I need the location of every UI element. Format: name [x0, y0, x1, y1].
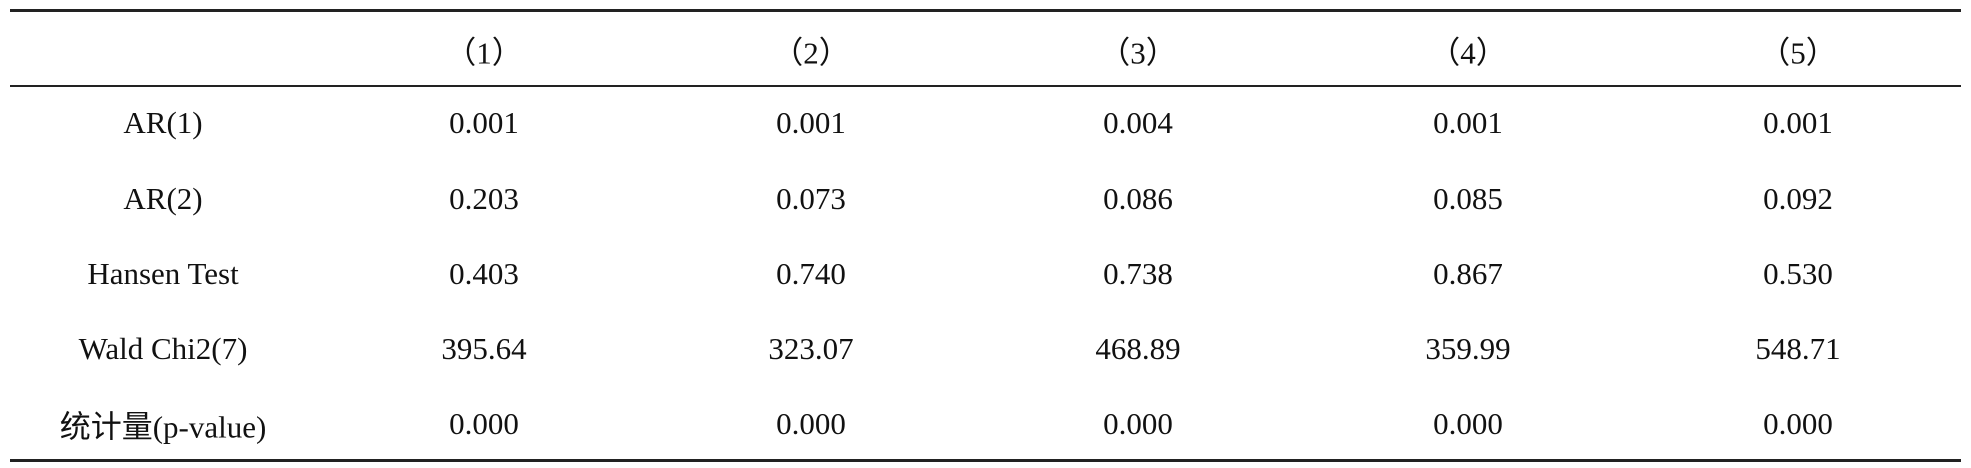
table-cell: 0.738 [1103, 256, 1173, 291]
table-cell: 0.867 [1433, 256, 1503, 291]
table-cell: 0.001 [776, 105, 846, 140]
row-label: 统计量(p-value) [59, 409, 267, 445]
table-cell: 0.001 [1763, 105, 1833, 140]
table-cell: 0.203 [449, 181, 519, 216]
row-label: Wald Chi2(7) [78, 331, 248, 366]
table-cell: 0.001 [449, 105, 519, 140]
table-cell: 323.07 [768, 331, 854, 366]
column-header: （1） [445, 35, 523, 71]
row-label: AR(2) [123, 181, 203, 216]
table-cell: 0.000 [1103, 406, 1173, 441]
column-header: （3） [1099, 35, 1177, 71]
column-header: （4） [1429, 35, 1507, 71]
bottom-rule [10, 459, 1961, 462]
header-rule [10, 85, 1961, 87]
table-cell: 0.000 [449, 406, 519, 441]
table-cell: 0.740 [776, 256, 846, 291]
table-cell: 0.530 [1763, 256, 1833, 291]
row-label: Hansen Test [87, 256, 239, 291]
table-cell: 359.99 [1425, 331, 1511, 366]
table-cell: 468.89 [1095, 331, 1181, 366]
table-cell: 0.000 [776, 406, 846, 441]
table-cell: 0.092 [1763, 181, 1833, 216]
table-cell: 0.073 [776, 181, 846, 216]
column-header: （5） [1759, 35, 1837, 71]
table-cell: 0.085 [1433, 181, 1503, 216]
table-cell: 0.403 [449, 256, 519, 291]
column-header: （2） [772, 35, 850, 71]
row-label: AR(1) [123, 105, 203, 140]
table-cell: 0.000 [1433, 406, 1503, 441]
table-cell: 0.000 [1763, 406, 1833, 441]
table-cell: 0.001 [1433, 105, 1503, 140]
table-cell: 548.71 [1755, 331, 1841, 366]
table-cell: 395.64 [441, 331, 527, 366]
top-rule [10, 9, 1961, 12]
table-cell: 0.086 [1103, 181, 1173, 216]
table-cell: 0.004 [1103, 105, 1173, 140]
